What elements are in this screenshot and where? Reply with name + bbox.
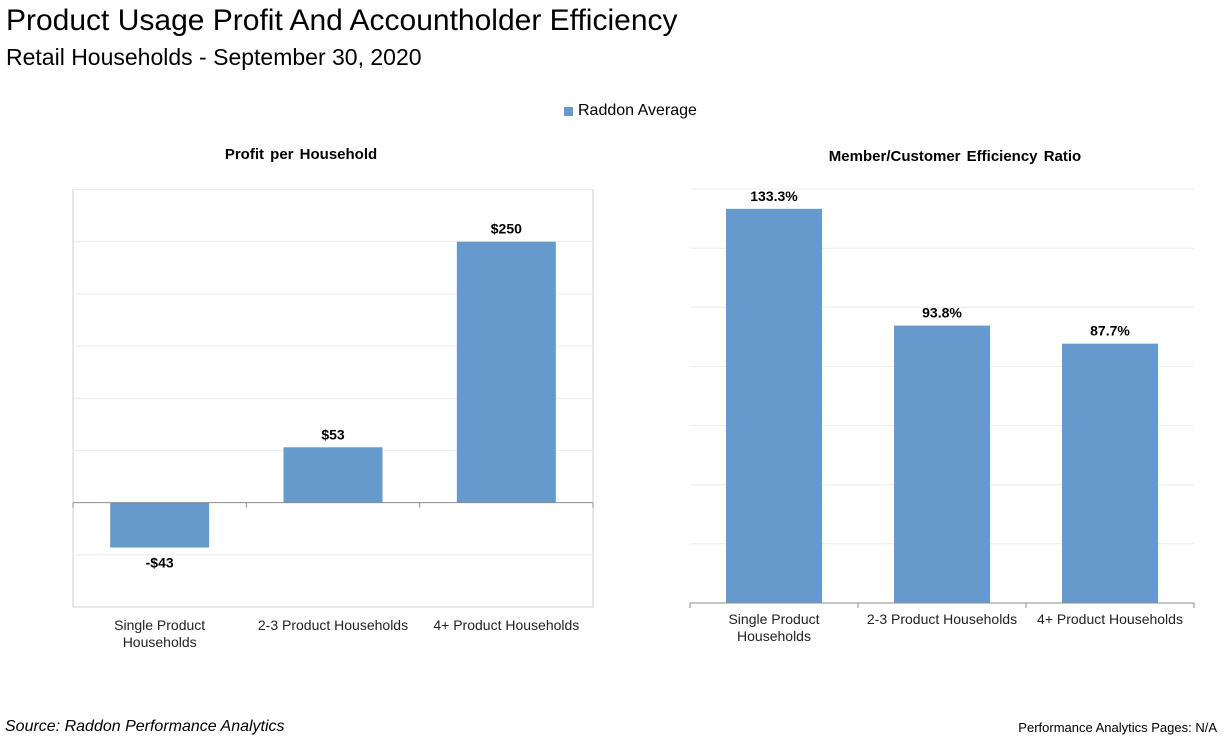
category-label: 4+ Product Households <box>433 617 579 633</box>
bar <box>110 502 210 548</box>
pages-note: Performance Analytics Pages: N/A <box>1018 720 1217 735</box>
bar <box>1062 343 1158 603</box>
data-label: 87.7% <box>1090 323 1130 339</box>
data-label: $250 <box>491 221 522 237</box>
bar <box>283 447 383 503</box>
category-label: Single Product <box>114 617 205 633</box>
bar <box>894 325 990 603</box>
category-label: Households <box>737 628 811 644</box>
data-label: -$43 <box>146 555 174 571</box>
bar <box>456 241 556 503</box>
legend-label: Raddon Average <box>578 102 697 119</box>
category-label: Households <box>123 634 197 650</box>
category-label: 2-3 Product Households <box>258 617 408 633</box>
bar <box>726 208 822 603</box>
chart-title-efficiency: Member/Customer Efficiency Ratio <box>828 148 1082 165</box>
category-label: 2-3 Product Households <box>867 611 1017 627</box>
legend: Raddon Average <box>564 100 697 122</box>
page-subtitle: Retail Households - September 30, 2020 <box>6 44 422 70</box>
data-label: 93.8% <box>922 305 962 321</box>
page-title: Product Usage Profit And Accountholder E… <box>6 4 678 37</box>
data-label: $53 <box>321 426 345 442</box>
legend-swatch <box>564 106 573 116</box>
source-note: Source: Raddon Performance Analytics <box>5 718 285 735</box>
category-label: 4+ Product Households <box>1037 611 1183 627</box>
category-label: Single Product <box>728 611 819 627</box>
data-label: 133.3% <box>750 188 798 204</box>
chart-title-profit: Profit per Household <box>224 146 378 163</box>
